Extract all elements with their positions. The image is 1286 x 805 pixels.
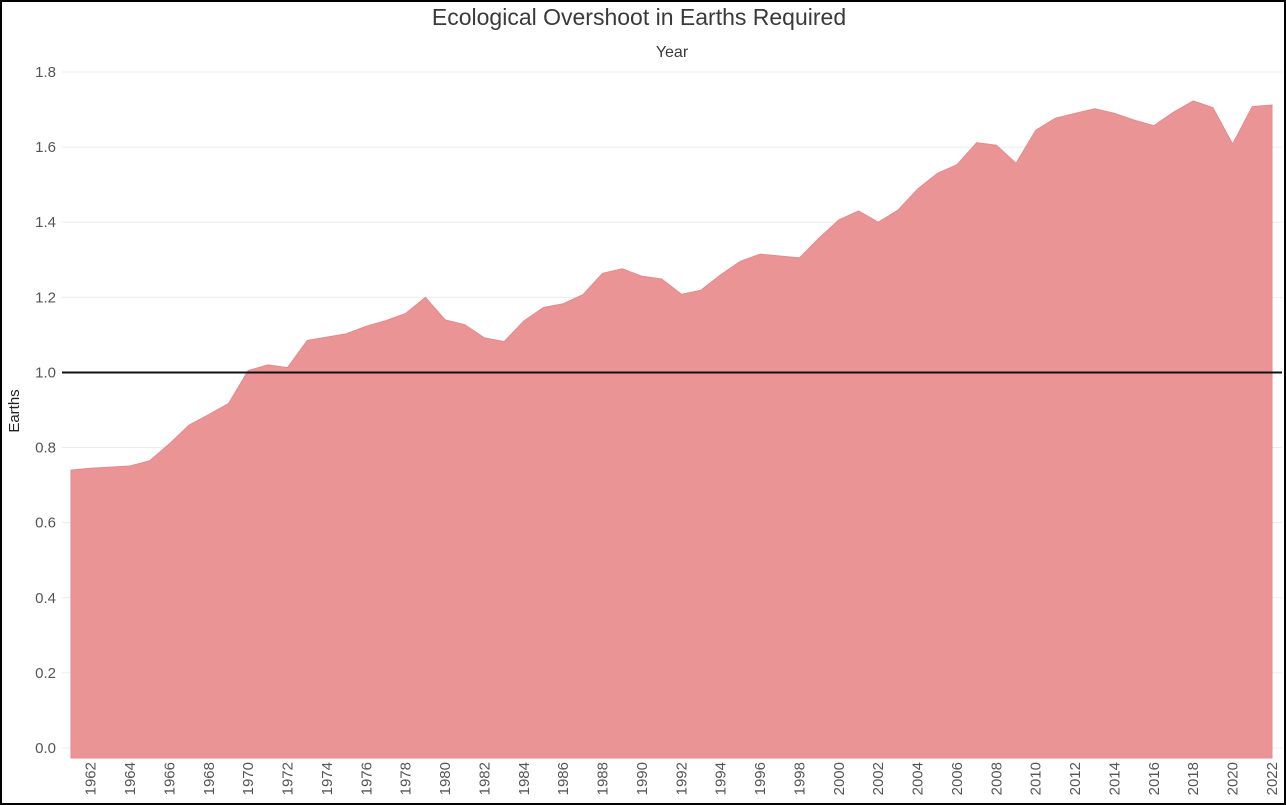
x-tick-label: 1968	[201, 762, 218, 795]
x-tick-label: 1996	[752, 762, 769, 795]
x-tick-label: 1984	[516, 762, 533, 795]
y-tick-label: 1.8	[35, 64, 56, 81]
x-tick-label: 2008	[988, 762, 1005, 795]
x-tick-label: 1978	[398, 762, 415, 795]
x-tick-label: 1972	[280, 762, 297, 795]
area-series	[70, 100, 1273, 759]
x-tick-label: 1970	[240, 762, 257, 795]
x-tick-label: 1988	[595, 762, 612, 795]
y-tick-label: 1.0	[35, 364, 56, 381]
x-tick-label: 2018	[1185, 762, 1202, 795]
x-tick-label: 2004	[910, 762, 927, 795]
y-tick-label: 1.4	[35, 214, 56, 231]
x-tick-label: 1974	[319, 762, 336, 795]
x-tick-label: 1982	[476, 762, 493, 795]
x-tick-label: 2014	[1106, 762, 1123, 795]
x-tick-label: 1966	[161, 762, 178, 795]
x-tick-label: 1964	[122, 762, 139, 795]
y-axis-ticks: 0.0 0.2 0.4 0.6 0.8 1.0 1.2 1.4 1.6 1.8	[35, 64, 56, 757]
x-tick-label: 2022	[1264, 762, 1281, 795]
x-tick-label: 1986	[555, 762, 572, 795]
x-tick-label: 1980	[437, 762, 454, 795]
x-tick-label: 2010	[1028, 762, 1045, 795]
y-tick-label: 1.6	[35, 139, 56, 156]
x-tick-label: 1992	[673, 762, 690, 795]
x-tick-label: 1998	[791, 762, 808, 795]
x-tick-label: 2016	[1146, 762, 1163, 795]
y-tick-label: 0.0	[35, 740, 56, 757]
y-tick-label: 0.8	[35, 440, 56, 457]
x-axis-ticks: 1962 1964 1966 1968 1970 1972 1974 1976 1978 1980…	[83, 762, 1281, 795]
x-tick-label: 1962	[83, 762, 100, 795]
x-tick-label: 2012	[1067, 762, 1084, 795]
x-tick-label: 2006	[949, 762, 966, 795]
x-axis-label: Year	[656, 44, 689, 61]
x-tick-label: 2002	[870, 762, 887, 795]
y-tick-label: 0.6	[35, 515, 56, 532]
y-tick-label: 0.4	[35, 590, 56, 607]
x-tick-label: 1990	[634, 762, 651, 795]
y-tick-label: 1.2	[35, 289, 56, 306]
x-tick-label: 1994	[713, 762, 730, 795]
x-tick-label: 2020	[1225, 762, 1242, 795]
x-tick-label: 1976	[358, 762, 375, 795]
y-tick-label: 0.2	[35, 665, 56, 682]
x-tick-label: 2000	[831, 762, 848, 795]
chart-title: Ecological Overshoot in Earths Required	[432, 4, 846, 30]
y-axis-label: Earths	[6, 389, 23, 432]
